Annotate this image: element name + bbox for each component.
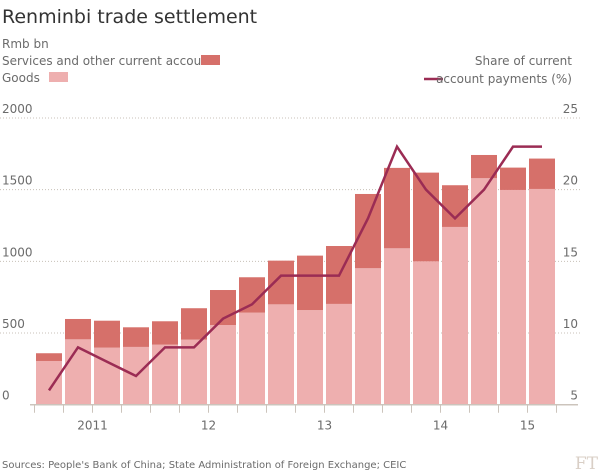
bar-services [268, 260, 294, 305]
bar-services [529, 158, 555, 189]
right-tick-label: 5 [570, 389, 578, 403]
bar-goods [355, 268, 381, 405]
bar-services [471, 154, 497, 179]
bar-goods [471, 178, 497, 405]
bar-services [355, 193, 381, 269]
bar-goods [442, 226, 468, 405]
bar-services [413, 172, 439, 262]
bar-goods [181, 339, 207, 405]
right-tick-label: 20 [563, 174, 578, 188]
bar-goods [152, 344, 178, 405]
bar-goods [297, 310, 323, 405]
bar-goods [384, 248, 410, 405]
bar-services [94, 320, 120, 348]
left-tick-label: 2000 [2, 102, 33, 116]
bar-goods [529, 188, 555, 405]
right-tick-label: 15 [563, 245, 578, 259]
bar-services [181, 308, 207, 340]
x-tick-label: 13 [317, 419, 332, 433]
ft-logo: FT [575, 454, 599, 472]
bar-goods [210, 324, 236, 405]
bar-services [442, 185, 468, 227]
x-tick-label: 12 [201, 419, 216, 433]
share-line [47, 144, 542, 392]
bar-services [123, 327, 149, 347]
right-tick-label: 25 [563, 102, 578, 116]
x-tick-label: 14 [433, 419, 448, 433]
right-axis-label-line1: Share of current [475, 54, 572, 68]
legend-swatch-services [201, 55, 220, 65]
left-tick-label: 1500 [2, 174, 33, 188]
left-tick-label: 1000 [2, 245, 33, 259]
left-tick-label: 500 [2, 317, 25, 331]
bar-goods [268, 304, 294, 405]
bar-goods [36, 360, 62, 405]
left-axis-unit: Rmb bn [2, 37, 49, 51]
bar-services [384, 167, 410, 249]
legend-label-goods: Goods [2, 71, 40, 85]
bar-goods [239, 312, 265, 405]
x-tick-label: 15 [520, 419, 535, 433]
bar-services [65, 318, 91, 340]
left-tick-label: 0 [2, 389, 10, 403]
bar-goods [500, 189, 526, 405]
source-note: Sources: People's Bank of China; State A… [2, 460, 406, 471]
bar-goods [326, 303, 352, 405]
bar-goods [413, 261, 439, 405]
legend-swatch-goods [49, 72, 68, 82]
bar-services [36, 353, 62, 361]
legend-label-services: Services and other current account [2, 54, 214, 68]
chart-title: Renminbi trade settlement [2, 6, 257, 28]
right-axis-label-line2: account payments (%) [436, 72, 572, 86]
bar-services [152, 321, 178, 345]
bar-services [297, 255, 323, 311]
bar-goods [65, 339, 91, 405]
x-tick-label: 2011 [77, 419, 108, 433]
bar-services [500, 167, 526, 190]
right-tick-label: 10 [563, 317, 578, 331]
